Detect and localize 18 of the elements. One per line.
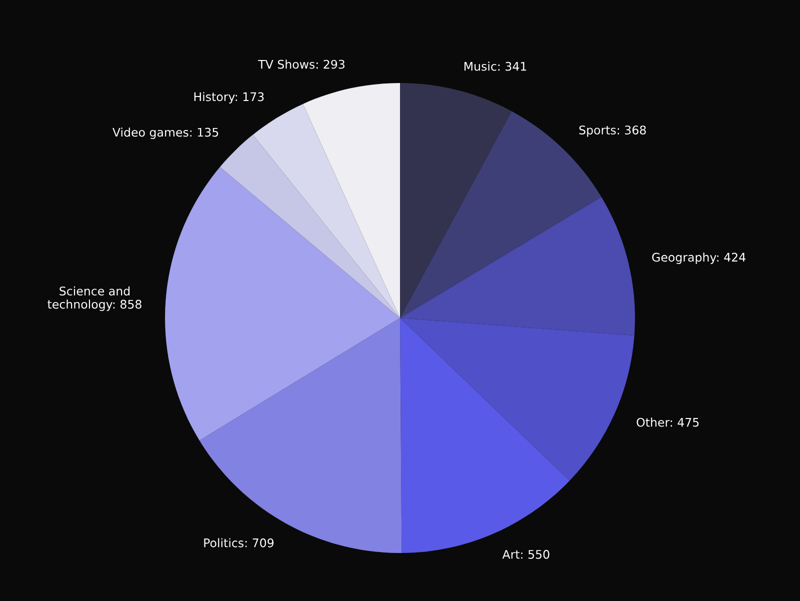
slice-label: Sports: 368: [579, 126, 646, 137]
slice-label: Other: 475: [636, 418, 699, 427]
slice-label: TV Shows: 293: [258, 60, 344, 69]
pie-slice: [302, 83, 400, 318]
slice-label: Music: 341: [464, 62, 526, 71]
pie-slice: [165, 166, 400, 440]
pie-slice: [400, 196, 635, 336]
slice-label: History: 173: [194, 92, 264, 104]
pie-slice: [220, 134, 400, 318]
pie-slice: [400, 83, 512, 318]
slice-label: Art: 550: [502, 550, 550, 559]
slice-label: Video games: 135: [112, 128, 218, 140]
slice-label: Science and technology: 858: [48, 286, 142, 312]
slice-label: Politics: 709: [204, 538, 274, 548]
pie-slice: [199, 318, 402, 553]
pie-slice: [252, 104, 400, 318]
pie-slice: [400, 318, 634, 481]
slice-label: Geography: 424: [652, 252, 746, 264]
